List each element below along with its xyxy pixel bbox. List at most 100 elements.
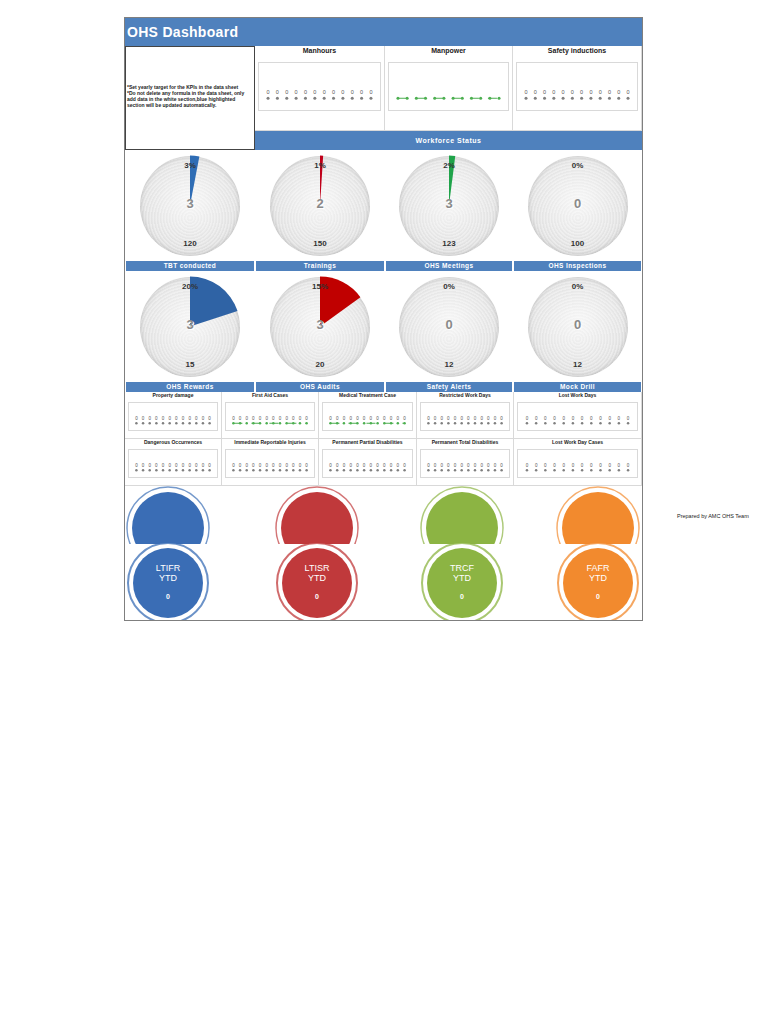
svg-text:0: 0: [336, 463, 339, 468]
svg-text:0: 0: [524, 89, 527, 95]
svg-text:0: 0: [356, 463, 359, 468]
svg-text:0: 0: [329, 416, 332, 421]
svg-text:0: 0: [589, 89, 592, 95]
svg-text:0: 0: [208, 416, 211, 421]
svg-text:0: 0: [440, 416, 443, 421]
svg-text:0: 0: [148, 463, 151, 468]
svg-text:0: 0: [305, 463, 308, 468]
svg-text:YTD: YTD: [308, 573, 327, 583]
svg-text:0: 0: [299, 463, 302, 468]
svg-text:0: 0: [572, 416, 575, 421]
svg-text:0: 0: [135, 463, 138, 468]
svg-text:0: 0: [487, 463, 490, 468]
svg-text:0: 0: [202, 416, 205, 421]
svg-text:0: 0: [195, 416, 198, 421]
svg-text:0: 0: [267, 89, 270, 95]
svg-text:0: 0: [627, 416, 630, 421]
svg-text:0: 0: [142, 416, 145, 421]
svg-text:0: 0: [162, 463, 165, 468]
svg-text:0: 0: [259, 463, 262, 468]
svg-text:0: 0: [376, 463, 379, 468]
svg-text:0: 0: [252, 416, 255, 421]
svg-text:0: 0: [135, 416, 138, 421]
svg-text:0: 0: [370, 416, 373, 421]
svg-text:0: 0: [232, 463, 235, 468]
svg-text:0: 0: [454, 416, 457, 421]
svg-text:0: 0: [562, 416, 565, 421]
svg-text:0: 0: [329, 463, 332, 468]
svg-text:0: 0: [608, 89, 611, 95]
svg-text:Dangerous Occurrences: Dangerous Occurrences: [144, 439, 202, 445]
svg-text:LTISR: LTISR: [305, 563, 330, 573]
svg-text:TRCF: TRCF: [450, 563, 474, 573]
svg-text:0: 0: [363, 463, 366, 468]
svg-text:0: 0: [188, 416, 191, 421]
svg-text:Manpower: Manpower: [431, 47, 466, 55]
svg-text:0: 0: [618, 416, 621, 421]
svg-text:0: 0: [265, 416, 268, 421]
svg-text:0: 0: [343, 416, 346, 421]
svg-text:0: 0: [360, 89, 363, 95]
svg-text:0: 0: [572, 463, 575, 468]
svg-text:0: 0: [427, 463, 430, 468]
svg-text:0: 0: [581, 463, 584, 468]
svg-text:0: 0: [599, 463, 602, 468]
svg-text:0: 0: [535, 463, 538, 468]
svg-text:FAFR: FAFR: [586, 563, 610, 573]
svg-text:0: 0: [239, 463, 242, 468]
svg-text:YTD: YTD: [589, 573, 608, 583]
svg-text:0: 0: [202, 463, 205, 468]
svg-text:0: 0: [182, 416, 185, 421]
svg-text:0: 0: [383, 463, 386, 468]
svg-text:0: 0: [168, 463, 171, 468]
svg-text:0: 0: [526, 463, 529, 468]
svg-text:0: 0: [292, 463, 295, 468]
svg-text:0: 0: [626, 89, 629, 95]
svg-text:0: 0: [305, 416, 308, 421]
svg-text:0: 0: [155, 463, 158, 468]
svg-text:Permanent Total Disabilities: Permanent Total Disabilities: [432, 439, 499, 445]
svg-text:0: 0: [581, 416, 584, 421]
svg-text:0: 0: [272, 416, 275, 421]
svg-text:Permanent Partial Disabilities: Permanent Partial Disabilities: [332, 439, 403, 445]
svg-text:0: 0: [460, 416, 463, 421]
svg-text:0: 0: [175, 416, 178, 421]
svg-text:0: 0: [480, 463, 483, 468]
svg-text:0: 0: [276, 89, 279, 95]
svg-text:0: 0: [390, 416, 393, 421]
svg-text:0: 0: [580, 89, 583, 95]
svg-text:0: 0: [356, 416, 359, 421]
svg-text:0: 0: [272, 463, 275, 468]
svg-text:0: 0: [349, 416, 352, 421]
svg-text:0: 0: [259, 416, 262, 421]
svg-text:0: 0: [285, 463, 288, 468]
svg-text:0: 0: [596, 593, 600, 600]
svg-text:0: 0: [245, 463, 248, 468]
svg-text:Lost Work Days: Lost Work Days: [559, 392, 597, 398]
svg-text:LTIFR: LTIFR: [156, 563, 181, 573]
svg-text:0: 0: [494, 463, 497, 468]
svg-text:0: 0: [376, 416, 379, 421]
svg-text:0: 0: [553, 463, 556, 468]
svg-text:0: 0: [323, 89, 326, 95]
svg-text:0: 0: [553, 416, 556, 421]
svg-text:0: 0: [341, 89, 344, 95]
svg-text:Immediate Reportable Injuries: Immediate Reportable Injuries: [234, 439, 306, 445]
svg-text:0: 0: [285, 416, 288, 421]
svg-text:0: 0: [265, 463, 268, 468]
svg-text:0: 0: [590, 463, 593, 468]
svg-text:0: 0: [562, 463, 565, 468]
svg-text:Medical Treatment Case: Medical Treatment Case: [339, 392, 396, 398]
svg-text:0: 0: [447, 463, 450, 468]
svg-text:0: 0: [175, 463, 178, 468]
svg-text:0: 0: [313, 89, 316, 95]
svg-text:0: 0: [142, 463, 145, 468]
svg-text:0: 0: [427, 416, 430, 421]
svg-text:0: 0: [148, 416, 151, 421]
svg-text:0: 0: [245, 416, 248, 421]
svg-text:First Aid Cases: First Aid Cases: [252, 392, 288, 398]
svg-text:0: 0: [239, 416, 242, 421]
svg-text:0: 0: [608, 463, 611, 468]
svg-text:0: 0: [166, 593, 170, 600]
svg-text:0: 0: [599, 89, 602, 95]
